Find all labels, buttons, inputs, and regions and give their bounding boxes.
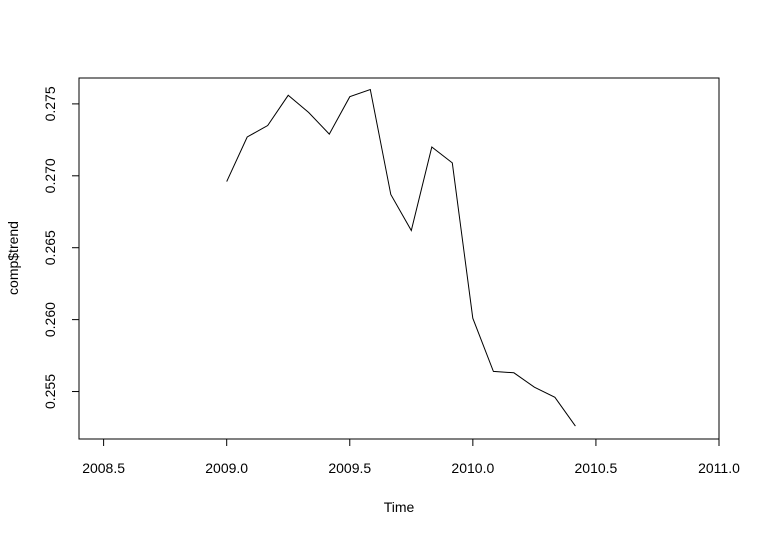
x-axis-label: Time: [384, 499, 415, 515]
x-tick-label: 2009.0: [205, 460, 248, 476]
y-tick-label: 0.270: [42, 158, 58, 193]
series-line: [226, 88, 576, 427]
plot-box: [78, 77, 720, 440]
y-tick-label: 0.255: [42, 374, 58, 409]
y-tick-label: 0.260: [42, 302, 58, 337]
y-axis-label: comp$trend: [5, 221, 21, 295]
y-tick-label: 0.275: [42, 86, 58, 121]
x-tick-label: 2010.5: [575, 460, 618, 476]
x-tick-label: 2008.5: [82, 460, 125, 476]
x-tick-label: 2009.5: [328, 460, 371, 476]
x-axis: 2008.5 2009.0 2009.5 2010.0 2010.5 2011.0: [82, 438, 740, 476]
y-tick-label: 0.265: [42, 230, 58, 265]
y-axis: 0.255 0.260 0.265 0.270 0.275: [42, 86, 80, 409]
x-tick-label: 2010.0: [451, 460, 494, 476]
x-tick-label: 2011.0: [698, 460, 740, 476]
